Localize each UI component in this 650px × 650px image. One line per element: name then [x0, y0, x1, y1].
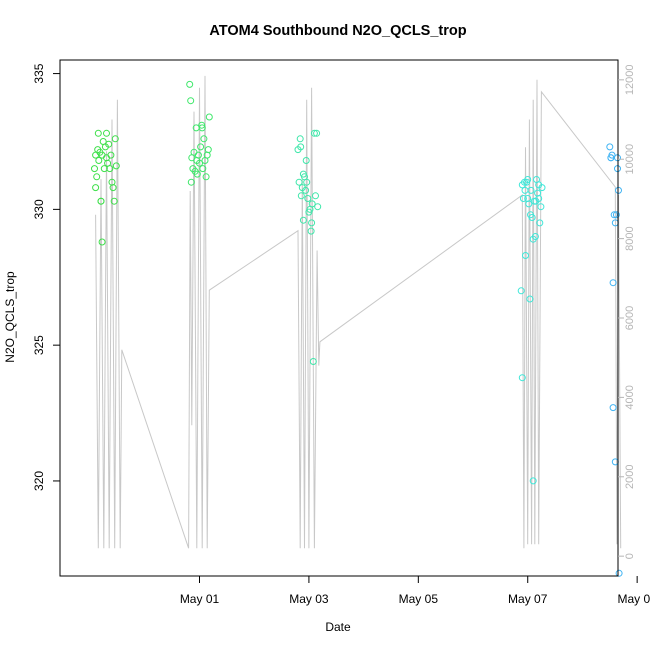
data-point	[313, 129, 321, 137]
data-point	[536, 219, 544, 227]
data-point	[609, 404, 617, 412]
data-point	[302, 186, 310, 194]
data-point	[302, 157, 310, 164]
data-point	[529, 477, 537, 485]
data-point	[522, 252, 529, 259]
y2-tick-label: 0	[624, 553, 636, 559]
data-point	[299, 216, 307, 224]
series-1	[91, 129, 120, 246]
x-axis-label: Date	[325, 620, 351, 634]
data-point	[111, 135, 119, 143]
x-tick-label: May 01	[180, 592, 220, 606]
data-point	[98, 238, 106, 246]
data-point	[297, 192, 305, 200]
y2-tick-label: 8000	[624, 226, 636, 250]
data-point	[199, 165, 207, 173]
data-point	[527, 211, 534, 219]
data-point	[198, 124, 206, 132]
data-point	[205, 113, 213, 121]
data-point	[186, 80, 194, 88]
data-point	[110, 197, 118, 205]
data-point	[197, 143, 205, 151]
data-point	[103, 154, 110, 162]
series-2	[186, 80, 213, 186]
x-axis: May 01 May 03 May 05 May 07 May 09	[180, 576, 650, 606]
data-point	[610, 211, 618, 219]
data-point	[314, 203, 322, 211]
data-point	[105, 140, 113, 148]
data-point	[103, 129, 110, 137]
y-axis-left: 320 325 330 335	[32, 63, 60, 491]
data-point	[606, 143, 614, 151]
data-point	[310, 129, 318, 137]
data-point	[295, 178, 303, 186]
data-point	[524, 176, 532, 183]
data-point	[538, 184, 546, 192]
data-point	[193, 157, 201, 164]
data-point	[612, 211, 620, 219]
series-4	[517, 176, 546, 485]
data-point	[521, 186, 529, 194]
data-point	[309, 358, 317, 365]
data-point	[308, 200, 316, 208]
data-point	[91, 165, 98, 173]
data-point	[187, 97, 195, 105]
y2-tick-label: 10000	[624, 144, 636, 175]
data-point	[303, 178, 311, 186]
data-point	[299, 170, 307, 178]
data-point	[526, 295, 534, 303]
data-point	[94, 129, 102, 137]
data-point	[198, 121, 206, 129]
x-tick-label: May 05	[399, 592, 439, 606]
data-point	[97, 197, 105, 205]
y-axis-label: N2O_QCLS_trop	[3, 271, 17, 363]
data-point	[304, 195, 312, 202]
data-point	[615, 569, 623, 577]
data-point	[312, 192, 319, 200]
data-point	[95, 157, 103, 164]
data-point	[537, 203, 545, 211]
data-point	[525, 200, 533, 208]
data-point	[307, 227, 315, 235]
x-tick-label: May 07	[508, 592, 548, 606]
data-point	[92, 184, 100, 192]
data-point	[607, 154, 615, 162]
data-point	[609, 279, 617, 287]
data-point	[517, 287, 525, 295]
y2-tick-label: 4000	[624, 385, 636, 409]
data-point	[106, 165, 114, 173]
x-tick-label: May 03	[289, 592, 329, 606]
data-point	[535, 195, 543, 202]
y2-tick-label: 6000	[624, 306, 636, 330]
data-point	[518, 374, 526, 382]
y2-tick-label: 12000	[624, 65, 636, 96]
x-tick-label: May 09	[617, 592, 650, 606]
chart-title: ATOM4 Southbound N2O_QCLS_trop	[209, 23, 466, 39]
y-tick-label: 320	[32, 471, 46, 491]
y2-tick-label: 2000	[624, 465, 636, 489]
data-point	[187, 178, 195, 186]
data-point	[202, 173, 210, 181]
series-3	[294, 129, 322, 365]
data-point	[204, 146, 212, 154]
data-point	[109, 184, 117, 192]
data-point	[296, 135, 304, 143]
y-tick-label: 335	[32, 63, 46, 83]
data-point	[529, 235, 537, 243]
data-point	[193, 170, 201, 178]
y-axis-right: 0 2000 4000 6000 8000 10000 12000	[618, 65, 636, 559]
y-tick-label: 330	[32, 199, 46, 219]
data-point	[308, 219, 316, 227]
data-point	[112, 162, 120, 170]
data-point	[93, 173, 101, 181]
data-point	[297, 143, 305, 151]
y-tick-label: 325	[32, 335, 46, 355]
data-point	[200, 135, 208, 143]
data-point	[519, 195, 527, 202]
